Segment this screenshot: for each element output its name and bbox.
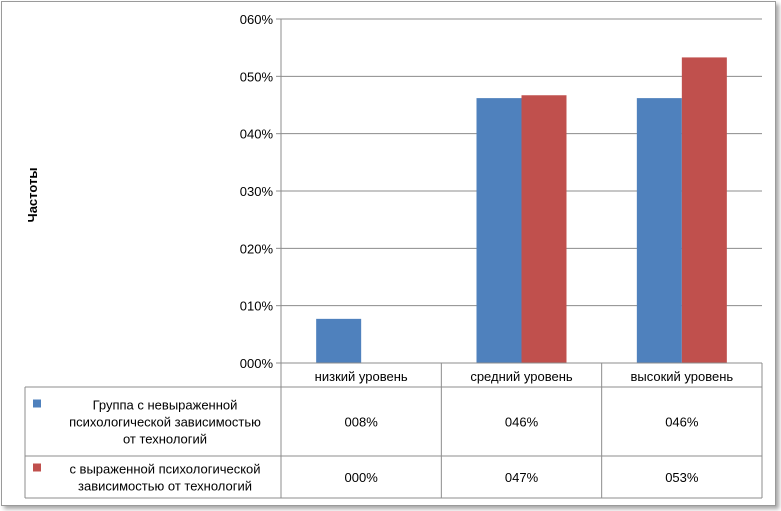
legend-label: Группа с невыраженной bbox=[93, 398, 238, 413]
data-table-value: 053% bbox=[665, 470, 699, 485]
legend-label: от технологий bbox=[123, 432, 207, 447]
x-category-label: высокий уровень bbox=[630, 369, 733, 384]
y-tick-label: 000% bbox=[240, 356, 274, 371]
bar-1-3 bbox=[636, 98, 682, 364]
y-tick-label: 020% bbox=[240, 241, 274, 256]
x-category-label: средний уровень bbox=[470, 369, 573, 384]
x-category-label: низкий уровень bbox=[315, 369, 408, 384]
data-table-value: 047% bbox=[505, 470, 539, 485]
axes: 000% 010% 020% 030% 040% 050% 060% bbox=[240, 12, 282, 371]
bar-1-1 bbox=[316, 318, 362, 363]
data-table-value: 000% bbox=[345, 470, 379, 485]
bar-2-3 bbox=[681, 57, 727, 364]
legend-swatch bbox=[33, 399, 41, 408]
data-table-value: 008% bbox=[345, 415, 379, 430]
data-table-value: 046% bbox=[665, 415, 699, 430]
bar-1-2 bbox=[476, 98, 522, 364]
bars bbox=[316, 57, 727, 364]
y-axis-title: Частоты bbox=[25, 168, 40, 223]
y-tick-label: 050% bbox=[240, 69, 274, 84]
bar-2-2 bbox=[521, 95, 567, 364]
data-table: низкий уровень средний уровень высокий уро… bbox=[24, 362, 763, 499]
y-tick-label: 010% bbox=[240, 299, 274, 314]
data-table-value: 046% bbox=[505, 415, 539, 430]
y-tick-label: 040% bbox=[240, 127, 274, 142]
y-tick-label: 030% bbox=[240, 184, 274, 199]
legend-label: с выраженной психологической bbox=[69, 462, 260, 477]
y-tick-label: 060% bbox=[240, 12, 274, 27]
legend-swatch bbox=[33, 463, 41, 472]
legend-label: психологической зависимостью bbox=[69, 415, 261, 430]
legend-label: зависимостью от технологий bbox=[78, 479, 252, 494]
